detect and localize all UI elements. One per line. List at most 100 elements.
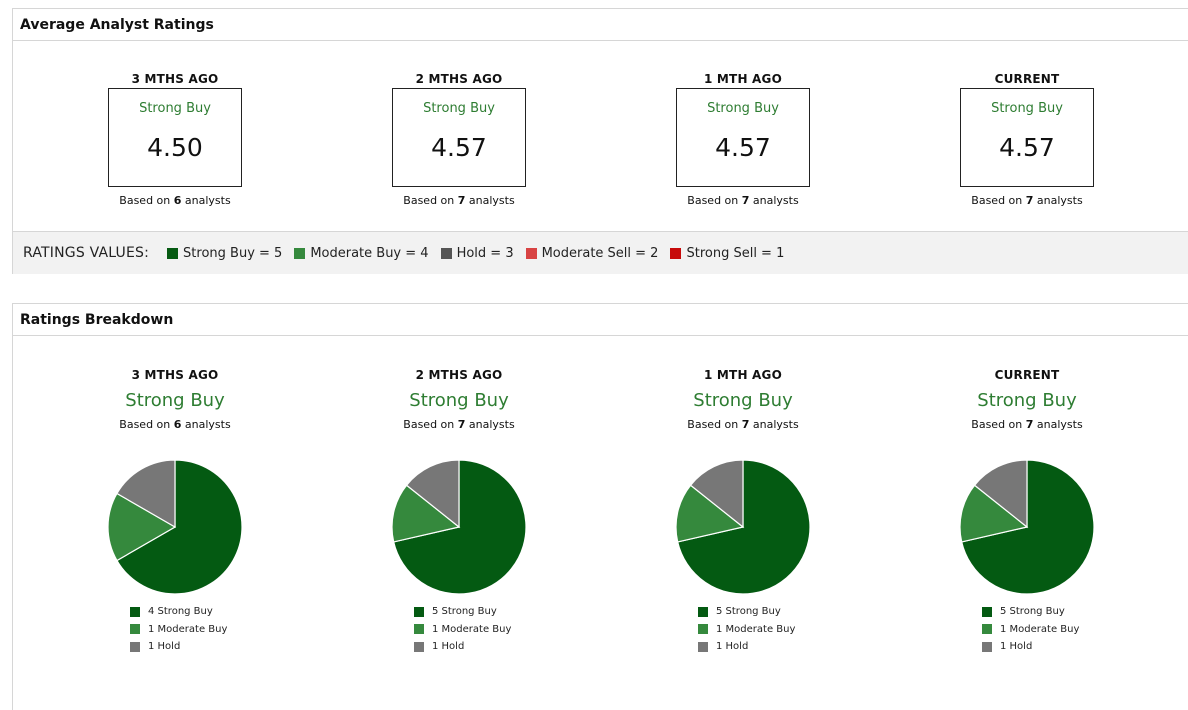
pie-slice-moderate-buy[interactable] (959, 484, 1029, 543)
rating-value-label: Strong Buy = 5 (183, 245, 283, 261)
legend-label: 1 Hold (1000, 641, 1033, 653)
strong-sell-swatch (670, 247, 682, 259)
analyst-count: Based on 6 analysts (119, 194, 231, 207)
column-label: 2 MTHS AGO (415, 368, 503, 382)
average-ratings-panel: Average Analyst Ratings 3 MTHS AGO Stron… (12, 8, 1188, 274)
column-label: 3 MTHS AGO (131, 368, 219, 382)
legend-item: 1 Moderate Buy (982, 621, 1122, 639)
consensus-rating: Strong Buy (977, 390, 1077, 411)
rating-value-label: Moderate Sell = 2 (541, 245, 659, 261)
pie-slice-moderate-buy[interactable] (391, 484, 461, 543)
avg-column-current: CURRENT Strong Buy 4.57 Based on 7 analy… (927, 72, 1127, 207)
legend-swatch (414, 641, 424, 652)
pie-chart (675, 459, 811, 595)
rating-box: Strong Buy 4.50 (108, 88, 242, 187)
legend-label: 4 Strong Buy (148, 606, 213, 618)
rating-value-moderate-buy: Moderate Buy = 4 (294, 245, 429, 261)
breakdown-column-2m: 2 MTHS AGO Strong Buy Based on 7 analyst… (359, 368, 559, 431)
rating-score: 4.57 (999, 133, 1055, 162)
rating-value-label: Hold = 3 (456, 245, 514, 261)
analyst-count: Based on 7 analysts (403, 194, 515, 207)
column-label: CURRENT (994, 368, 1060, 382)
rating-text: Strong Buy (139, 101, 211, 116)
pie-chart (107, 459, 243, 595)
consensus-rating: Strong Buy (409, 390, 509, 411)
column-label: 3 MTHS AGO (131, 72, 219, 86)
analyst-count: Based on 7 analysts (971, 194, 1083, 207)
pie-slice-moderate-buy[interactable] (107, 492, 177, 562)
legend-label: 5 Strong Buy (716, 606, 781, 618)
column-label: 1 MTH AGO (703, 368, 782, 382)
analyst-count: Based on 6 analysts (119, 418, 231, 431)
rating-value-hold: Hold = 3 (440, 245, 514, 261)
breakdown-column-current: CURRENT Strong Buy Based on 7 analysts (927, 368, 1127, 431)
column-label: CURRENT (994, 72, 1060, 86)
legend-swatch (982, 624, 992, 635)
legend-swatch (414, 624, 424, 635)
breakdown-column-1m: 1 MTH AGO Strong Buy Based on 7 analysts (643, 368, 843, 431)
ratings-values-bar: RATINGS VALUES: Strong Buy = 5 Moderate … (13, 231, 1188, 274)
panel-title: Average Analyst Ratings (13, 9, 1188, 41)
legend-label: 1 Hold (716, 641, 749, 653)
legend-label: 1 Hold (432, 641, 465, 653)
legend-item: 1 Moderate Buy (414, 621, 554, 639)
ratings-values-title: RATINGS VALUES: (23, 245, 150, 261)
consensus-rating: Strong Buy (693, 390, 793, 411)
legend-label: 5 Strong Buy (1000, 606, 1065, 618)
pie-slice-hold[interactable] (116, 459, 176, 529)
legend-item: 1 Moderate Buy (698, 621, 838, 639)
moderate-sell-swatch (525, 247, 537, 259)
analyst-count: Based on 7 analysts (403, 418, 515, 431)
legend-swatch (982, 606, 992, 617)
legend-item: 5 Strong Buy (414, 603, 554, 621)
pie-slice-hold[interactable] (973, 459, 1028, 529)
legend-item: 5 Strong Buy (982, 603, 1122, 621)
rating-text: Strong Buy (423, 101, 495, 116)
legend-label: 1 Moderate Buy (1000, 623, 1080, 635)
rating-text: Strong Buy (991, 101, 1063, 116)
rating-value-strong-sell: Strong Sell = 1 (670, 246, 784, 261)
legend-item: 5 Strong Buy (698, 603, 838, 621)
rating-text: Strong Buy (707, 101, 779, 116)
analyst-count: Based on 7 analysts (971, 418, 1083, 431)
rating-value-moderate-sell: Moderate Sell = 2 (525, 245, 659, 261)
rating-value-label: Moderate Buy = 4 (310, 245, 429, 261)
pie-slice-strong-buy[interactable] (116, 459, 243, 595)
analyst-count: Based on 7 analysts (687, 418, 799, 431)
pie-legend: 5 Strong Buy 1 Moderate Buy 1 Hold (414, 603, 554, 656)
pie-chart (391, 459, 527, 595)
consensus-rating: Strong Buy (125, 390, 225, 411)
rating-score: 4.57 (431, 133, 487, 162)
moderate-buy-swatch (294, 247, 306, 259)
avg-column-1m: 1 MTH AGO Strong Buy 4.57 Based on 7 ana… (643, 72, 843, 207)
legend-swatch (414, 606, 424, 617)
column-label: 1 MTH AGO (703, 72, 782, 86)
pie-legend: 5 Strong Buy 1 Moderate Buy 1 Hold (698, 603, 838, 656)
legend-item: 1 Hold (130, 638, 270, 656)
legend-label: 1 Moderate Buy (432, 623, 512, 635)
legend-swatch (698, 641, 708, 652)
strong-buy-swatch (167, 247, 179, 259)
rating-box: Strong Buy 4.57 (960, 88, 1094, 187)
legend-swatch (982, 641, 992, 652)
legend-label: 5 Strong Buy (432, 606, 497, 618)
pie-slice-hold[interactable] (405, 459, 460, 529)
rating-box: Strong Buy 4.57 (676, 88, 810, 187)
legend-item: 1 Hold (698, 638, 838, 656)
legend-label: 1 Moderate Buy (148, 623, 228, 635)
pie-legend: 4 Strong Buy 1 Moderate Buy 1 Hold (130, 603, 270, 656)
legend-item: 4 Strong Buy (130, 603, 270, 621)
legend-swatch (130, 606, 140, 617)
pie-slice-hold[interactable] (689, 459, 744, 529)
avg-column-2m: 2 MTHS AGO Strong Buy 4.57 Based on 7 an… (359, 72, 559, 207)
rating-score: 4.50 (147, 133, 203, 162)
panel-title: Ratings Breakdown (13, 304, 1188, 336)
legend-item: 1 Hold (414, 638, 554, 656)
ratings-breakdown-panel: Ratings Breakdown 3 MTHS AGO Strong Buy … (12, 303, 1188, 710)
rating-value-strong-buy: Strong Buy = 5 (167, 246, 282, 261)
rating-box: Strong Buy 4.57 (392, 88, 526, 187)
legend-swatch (130, 624, 140, 635)
breakdown-column-3m: 3 MTHS AGO Strong Buy Based on 6 analyst… (75, 368, 275, 431)
pie-slice-moderate-buy[interactable] (675, 484, 745, 543)
legend-swatch (698, 606, 708, 617)
